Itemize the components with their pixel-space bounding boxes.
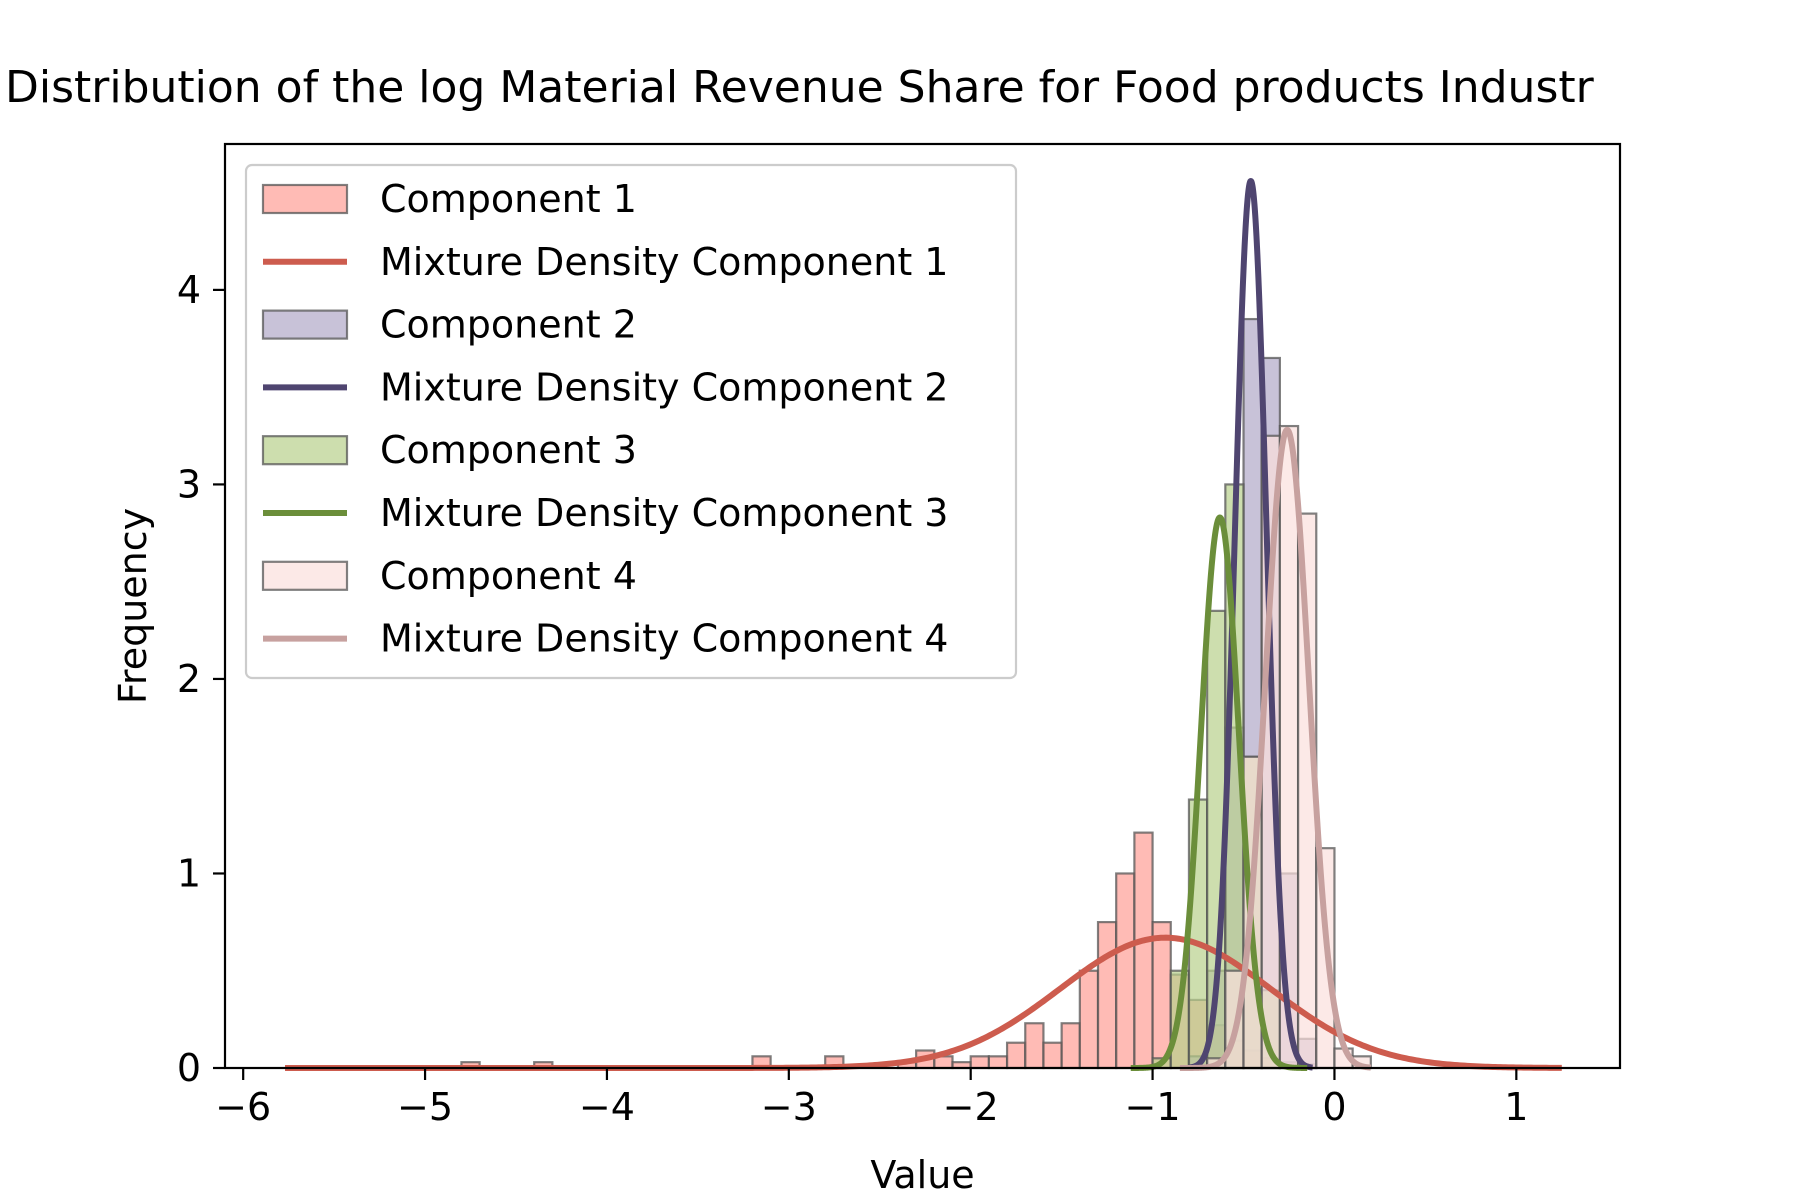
histogram-bar bbox=[1115, 872, 1136, 1070]
histogram-bars bbox=[460, 317, 1372, 1070]
legend-label: Component 4 bbox=[380, 554, 637, 598]
y-axis: 0 1 2 3 4 bbox=[177, 268, 225, 1090]
x-tick-label: 1 bbox=[1504, 1085, 1528, 1129]
legend-entry: Mixture Density Component 1 bbox=[263, 240, 948, 284]
histogram-bar bbox=[1096, 921, 1118, 1070]
y-tick-label: 1 bbox=[177, 851, 201, 895]
legend-label: Mixture Density Component 4 bbox=[380, 617, 948, 661]
histogram-bar bbox=[969, 1055, 990, 1070]
legend-entry: Mixture Density Component 4 bbox=[263, 617, 948, 661]
legend-label: Component 1 bbox=[380, 177, 637, 221]
legend-label: Component 2 bbox=[380, 303, 637, 347]
density-curve-8 bbox=[1177, 426, 1374, 1071]
legend-entry: Component 1 bbox=[261, 177, 637, 221]
histogram-bar bbox=[1060, 1022, 1081, 1070]
legend-label: Mixture Density Component 2 bbox=[380, 365, 948, 409]
density-curve-4 bbox=[1186, 177, 1316, 1071]
plot-frame bbox=[223, 142, 1622, 1070]
legend-swatch bbox=[261, 183, 349, 215]
y-axis-label: Frequency bbox=[111, 508, 155, 704]
histogram-bar bbox=[1151, 921, 1172, 1070]
legend-swatch bbox=[261, 309, 349, 340]
legend-entry: Component 2 bbox=[261, 303, 637, 347]
y-tick-label: 3 bbox=[177, 462, 201, 506]
legend-swatch bbox=[261, 560, 349, 591]
density-curve-2 bbox=[284, 934, 1563, 1071]
legend-entry: Component 3 bbox=[261, 428, 637, 472]
histogram-bar bbox=[987, 1055, 1009, 1070]
histogram-bar bbox=[1133, 831, 1154, 1070]
histogram-bar bbox=[1042, 1041, 1063, 1070]
legend-label: Mixture Density Component 1 bbox=[380, 240, 948, 284]
x-tick-label: −2 bbox=[943, 1085, 999, 1129]
density-curve-6 bbox=[1128, 514, 1310, 1071]
legend-swatch bbox=[261, 435, 349, 466]
legend-label: Mixture Density Component 3 bbox=[380, 491, 948, 535]
x-tick-label: 0 bbox=[1322, 1085, 1346, 1129]
legend-box bbox=[244, 163, 1018, 680]
x-axis: −6 −5 −4 −3 −2 −1 0 1 bbox=[215, 1068, 1528, 1129]
x-tick-label: −6 bbox=[215, 1085, 271, 1129]
chart-title: Distribution of the log Material Revenue… bbox=[5, 62, 1595, 113]
y-tick-label: 4 bbox=[177, 268, 201, 312]
legend-label: Component 3 bbox=[380, 428, 637, 472]
x-tick-label: −5 bbox=[397, 1085, 453, 1129]
histogram-bar bbox=[1005, 1041, 1027, 1070]
y-tick-label: 0 bbox=[177, 1046, 201, 1090]
histogram-bar bbox=[1078, 969, 1100, 1070]
x-tick-label: −4 bbox=[579, 1085, 635, 1129]
x-axis-label: Value bbox=[870, 1153, 974, 1197]
histogram-bar bbox=[1024, 1022, 1045, 1070]
legend-entry: Component 4 bbox=[261, 554, 637, 598]
legend-entry: Mixture Density Component 2 bbox=[263, 365, 948, 409]
x-tick-label: −3 bbox=[761, 1085, 817, 1129]
legend-entry: Mixture Density Component 3 bbox=[263, 491, 948, 535]
legend: Component 1 Mixture Density Component 1 Co… bbox=[244, 163, 1018, 680]
y-tick-label: 2 bbox=[177, 657, 201, 701]
x-tick-label: −1 bbox=[1125, 1085, 1181, 1129]
